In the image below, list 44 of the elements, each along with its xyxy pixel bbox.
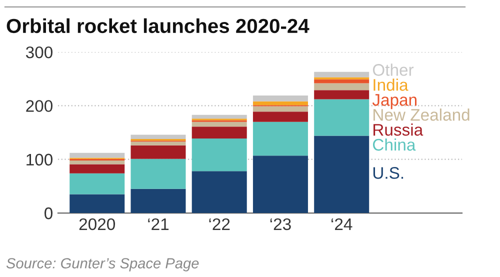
bar <box>130 134 186 139</box>
bar <box>252 156 308 214</box>
bar <box>130 145 186 159</box>
y-tick-label: 200 <box>26 100 52 112</box>
x-tick-label: ‘21 <box>148 218 169 230</box>
bar <box>252 101 308 106</box>
bar <box>314 83 370 90</box>
bar <box>192 122 247 127</box>
bar <box>130 142 186 146</box>
x-tick-label: ‘22 <box>209 218 230 230</box>
bar <box>70 164 125 174</box>
series-label: New Zealand <box>374 108 470 121</box>
bar <box>130 188 186 214</box>
bar <box>314 79 370 84</box>
y-tick-label: 100 <box>26 154 52 166</box>
series-label: Japan <box>372 94 416 110</box>
bar <box>252 106 308 112</box>
y-tick-label: 300 <box>26 46 52 58</box>
bar <box>314 99 370 136</box>
x-tick-label: ‘24 <box>332 218 352 230</box>
series-label: U.S. <box>373 167 404 179</box>
bar <box>70 173 125 194</box>
series-label: China <box>373 138 416 151</box>
bar <box>70 152 125 158</box>
x-tick-label: 2020 <box>79 218 116 230</box>
series-label: Russia <box>374 123 424 136</box>
bar <box>314 90 370 100</box>
chart-title: Orbital rocket launches 2020-24 <box>6 18 310 34</box>
y-tick-label: 0 <box>44 207 52 220</box>
bar <box>252 96 308 102</box>
bar <box>192 138 247 172</box>
x-tick-label: ‘23 <box>270 218 291 230</box>
bar <box>192 126 247 138</box>
bar <box>314 136 370 214</box>
bar <box>252 112 308 122</box>
bar <box>314 72 370 78</box>
bar <box>130 158 186 189</box>
bar <box>70 194 125 214</box>
bar <box>252 122 308 156</box>
series-label: India <box>374 78 408 91</box>
bar <box>192 114 247 119</box>
bar <box>192 171 247 214</box>
source-note: Source: Gunter’s Space Page <box>6 258 199 272</box>
bar <box>70 160 125 164</box>
